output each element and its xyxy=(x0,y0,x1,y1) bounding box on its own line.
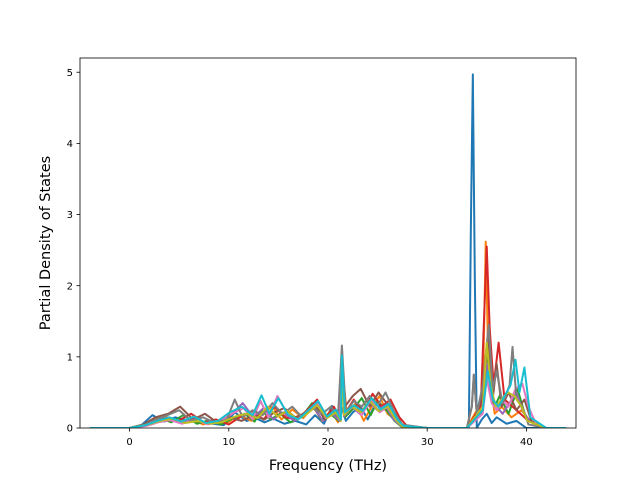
y-tick-label: 1 xyxy=(67,352,73,363)
series-layer xyxy=(89,73,567,428)
y-tick-label: 4 xyxy=(67,139,73,150)
x-tick-label: 30 xyxy=(421,437,434,448)
x-tick-label: 20 xyxy=(322,437,335,448)
series-line-10 xyxy=(89,354,567,428)
x-tick-label: 40 xyxy=(520,437,533,448)
y-tick-label: 5 xyxy=(67,68,73,79)
x-tick-label: 10 xyxy=(222,437,235,448)
y-tick-label: 2 xyxy=(67,281,73,292)
y-tick-label: 3 xyxy=(67,210,73,221)
plot-area xyxy=(79,57,577,429)
y-axis: 0 1 2 3 4 5 xyxy=(67,68,80,435)
y-tick-label: 0 xyxy=(67,424,73,435)
y-axis-label: Partial Density of States xyxy=(38,156,54,330)
x-axis-label: Frequency (THz) xyxy=(269,458,387,474)
x-tick-label: 0 xyxy=(126,437,132,448)
x-axis: 0 10 20 30 40 xyxy=(126,428,533,448)
